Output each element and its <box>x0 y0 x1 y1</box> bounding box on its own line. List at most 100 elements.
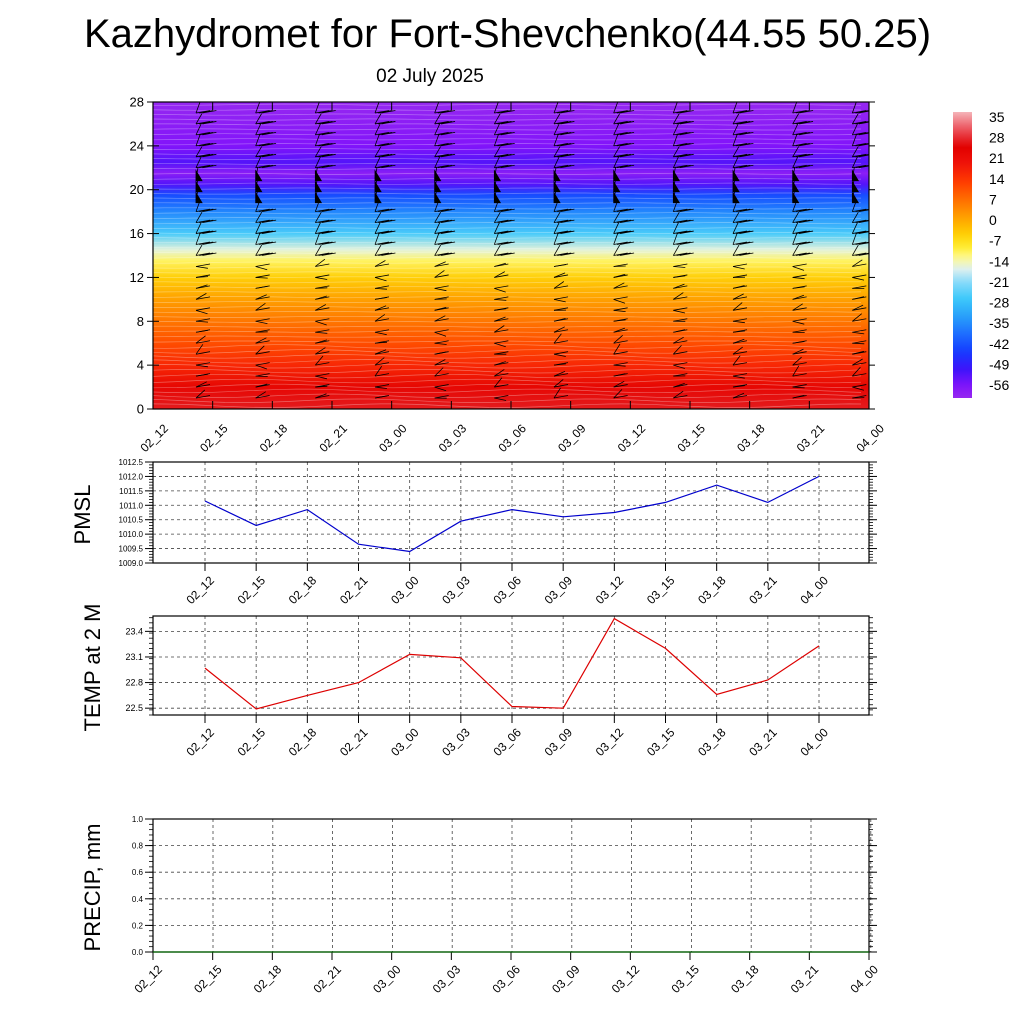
wind-barb-flag <box>434 208 449 213</box>
wind-barb-flag <box>553 373 569 377</box>
wind-barb-flag <box>858 220 869 224</box>
wind-barb-flag <box>619 241 635 245</box>
wind-barb-flag <box>613 318 628 322</box>
wind-barb-flag <box>255 329 270 333</box>
contour-line <box>153 138 862 141</box>
wind-barb-flag <box>434 121 449 125</box>
x-tick-label: 02_21 <box>310 962 344 996</box>
wind-barb-flag <box>795 131 810 136</box>
wind-barb-flag <box>739 208 754 213</box>
wind-barb-flag <box>202 121 217 125</box>
contour-line <box>153 172 862 175</box>
wind-barb-flag <box>261 252 277 256</box>
wind-barb-staff <box>732 212 740 223</box>
wind-barb-flag <box>255 252 270 256</box>
wind-barb-flag <box>557 131 572 136</box>
wind-barb-flag <box>494 318 509 322</box>
wind-barb-flag <box>255 121 270 125</box>
wind-barb-pennant <box>374 169 382 182</box>
wind-barb-flag <box>494 252 509 256</box>
wind-barb-flag <box>437 153 452 158</box>
wind-barb-staff <box>493 222 500 234</box>
y-tick-label: 0.2 <box>132 921 144 930</box>
wind-barb-flag <box>255 285 270 289</box>
wind-barb-staff <box>851 113 859 125</box>
wind-barb-staff <box>553 387 561 399</box>
wind-barb-staff <box>315 347 326 355</box>
wind-barb-flag <box>315 241 330 245</box>
y-tick-label: 12 <box>130 270 144 285</box>
wind-barb-flag <box>321 142 336 147</box>
contour-line <box>153 383 862 389</box>
wind-barb-staff <box>314 134 320 146</box>
wind-barb-flag <box>679 153 694 158</box>
wind-barb-flag <box>858 132 869 136</box>
wind-barb-flag <box>619 252 635 256</box>
wind-barb-flag <box>557 208 572 213</box>
wind-barb-flag <box>434 329 449 333</box>
wind-barb-staff <box>673 336 684 344</box>
contour-line <box>153 128 862 131</box>
y-tick-label: 16 <box>130 226 144 241</box>
wind-barb-flag <box>374 384 390 388</box>
wind-barb-staff <box>434 113 442 125</box>
wind-barb-flag <box>374 241 390 245</box>
wind-barb-flag <box>255 142 270 147</box>
x-tick-label: 02_15 <box>191 962 225 996</box>
wind-barb-flag <box>434 285 449 289</box>
wind-barb-flag <box>553 307 569 311</box>
wind-barb-flag <box>560 252 575 256</box>
wind-barb-flag <box>792 351 807 355</box>
wind-barb-flag <box>852 110 867 114</box>
wind-barb-flag <box>381 142 396 147</box>
wind-barb-flag <box>792 318 807 322</box>
wind-barb-flag <box>315 362 330 366</box>
x-tick-label: 04_00 <box>797 573 831 607</box>
wind-barb-staff <box>314 102 320 114</box>
wind-barb-staff <box>553 156 560 168</box>
y-tick-label: 1011.0 <box>119 501 143 510</box>
wind-barb-flag <box>434 219 449 224</box>
contour-line <box>153 286 862 289</box>
wind-barb-flag <box>258 208 273 213</box>
wind-barb-flag <box>560 230 575 234</box>
wind-barb-flag <box>792 131 807 136</box>
wind-barb-flag <box>494 285 509 289</box>
wind-barb-flag <box>497 131 512 136</box>
grid-lines <box>153 462 869 563</box>
wind-barb-flag <box>792 110 807 114</box>
wind-barb-flag <box>739 153 754 158</box>
wind-barb-flag <box>374 110 390 114</box>
wind-barb-flag <box>858 231 869 234</box>
contour-line <box>153 378 862 384</box>
contour-line <box>153 315 862 318</box>
wind-barb-flag <box>855 154 869 158</box>
wind-barb-flag <box>795 252 810 256</box>
y-tick-label: 1012.5 <box>119 458 144 467</box>
y-tick-label: 0.8 <box>132 842 144 851</box>
wind-barb-flag <box>258 110 273 114</box>
wind-barb-flag <box>321 131 336 136</box>
wind-barb-pennant <box>195 180 203 193</box>
wind-barb-flag <box>673 164 688 169</box>
wind-barb-flag <box>792 285 807 289</box>
wind-barb-flag <box>494 340 509 344</box>
wind-barb-flag <box>500 164 515 169</box>
chart-subtitle: 02 July 2025 <box>376 66 484 87</box>
wind-barb-staff <box>374 244 382 256</box>
wind-barb-flag <box>739 131 754 136</box>
wind-barb-flag <box>315 121 330 125</box>
wind-barb-flag <box>792 307 807 311</box>
wind-barb-flag <box>202 252 217 256</box>
wind-barb-staff <box>851 244 859 256</box>
wind-barb-flag <box>434 395 449 399</box>
wind-barb-flag <box>613 329 628 333</box>
wind-barb-flag <box>434 241 449 245</box>
wind-barb-flag <box>258 142 273 147</box>
wind-barb-staff <box>792 156 799 168</box>
wind-barb-flag <box>195 362 211 366</box>
wind-barb-flag <box>315 230 330 234</box>
wind-barb-flag <box>434 110 449 114</box>
wind-barb-flag <box>381 208 396 213</box>
wind-barb-flag <box>852 362 867 366</box>
